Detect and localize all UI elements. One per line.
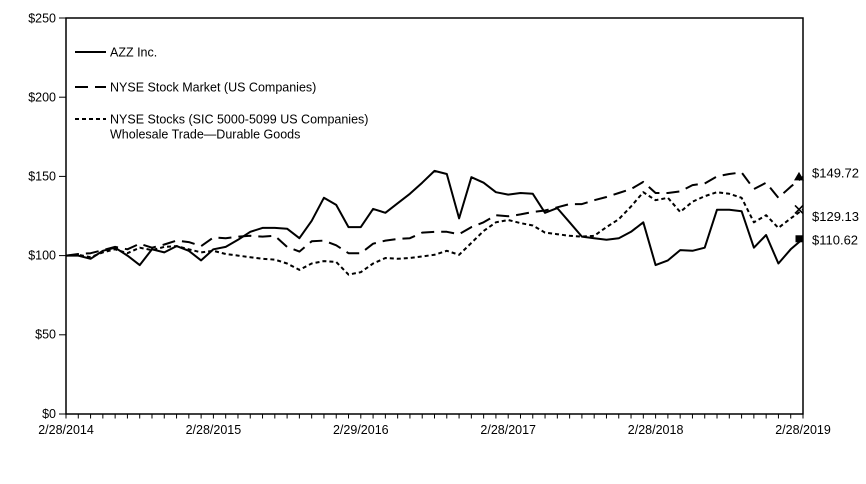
y-tick-label: $200 xyxy=(28,91,56,105)
legend: AZZ Inc. NYSE Stock Market (US Companies… xyxy=(75,46,368,142)
end-value-labels: $110.62 $149.72 $129.13 xyxy=(812,165,859,247)
x-tick-label: 2/28/2015 xyxy=(186,423,242,437)
y-tick-label: $250 xyxy=(28,12,56,26)
legend-label-azz: AZZ Inc. xyxy=(110,46,157,60)
x-tick-label: 2/29/2016 xyxy=(333,423,389,437)
x-tick-label: 2/28/2014 xyxy=(38,423,94,437)
y-tick-label: $50 xyxy=(35,328,56,342)
legend-label-sic-line2: Wholesale Trade—Durable Goods xyxy=(110,128,300,142)
end-marker-triangle xyxy=(794,171,804,181)
x-axis: 2/28/2014 2/28/2015 2/29/2016 2/28/2017 … xyxy=(38,423,831,437)
end-markers xyxy=(794,171,804,243)
x-axis-month-ticks xyxy=(65,414,804,419)
x-tick-label: 2/28/2017 xyxy=(480,423,536,437)
x-tick-label: 2/28/2019 xyxy=(775,423,831,437)
end-marker-square xyxy=(795,235,803,243)
end-marker-x xyxy=(794,204,804,215)
series-line-0 xyxy=(66,169,804,267)
y-axis: $250 $200 $150 $100 $50 $0 xyxy=(28,12,66,421)
series-lines xyxy=(65,169,804,276)
series-line-2 xyxy=(65,191,804,276)
y-tick-label: $100 xyxy=(28,249,56,263)
plot-border xyxy=(65,17,804,415)
y-tick-label: $150 xyxy=(28,170,56,184)
legend-label-sic-line1: NYSE Stocks (SIC 5000-5099 US Companies) xyxy=(110,113,368,127)
legend-label-nyse: NYSE Stock Market (US Companies) xyxy=(110,81,316,95)
end-value-label: $129.13 xyxy=(812,209,859,224)
y-tick-label: $0 xyxy=(42,407,56,421)
x-tick-label: 2/28/2018 xyxy=(628,423,684,437)
end-value-label: $149.72 xyxy=(812,165,859,180)
series-line-1 xyxy=(65,171,804,257)
end-value-label: $110.62 xyxy=(812,232,858,247)
